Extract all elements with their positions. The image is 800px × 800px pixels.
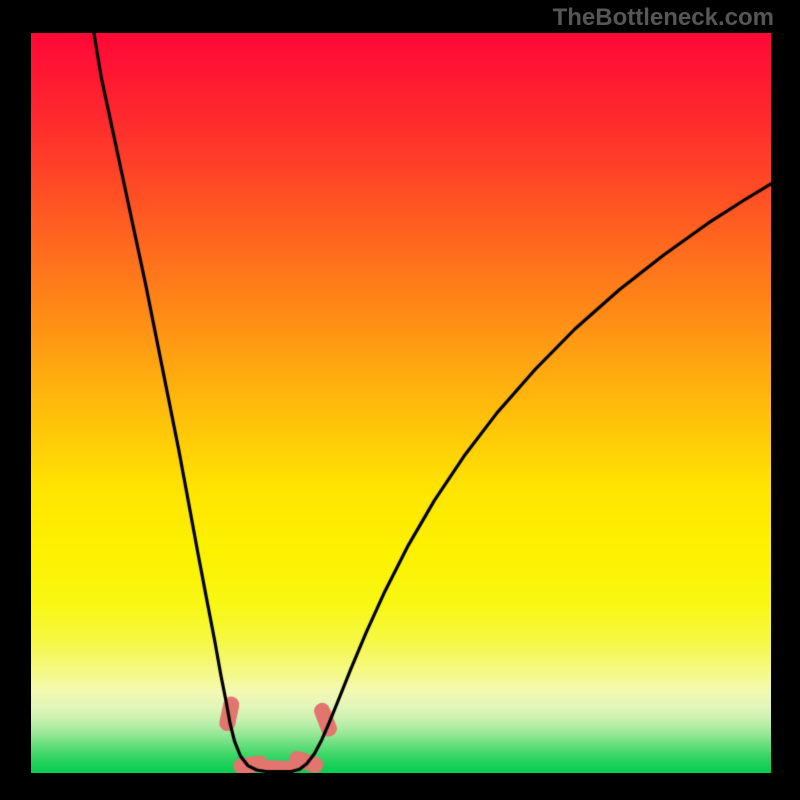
stage: TheBottleneck.com — [0, 0, 800, 800]
bottleneck-chart — [31, 33, 771, 773]
watermark-text: TheBottleneck.com — [553, 4, 774, 32]
